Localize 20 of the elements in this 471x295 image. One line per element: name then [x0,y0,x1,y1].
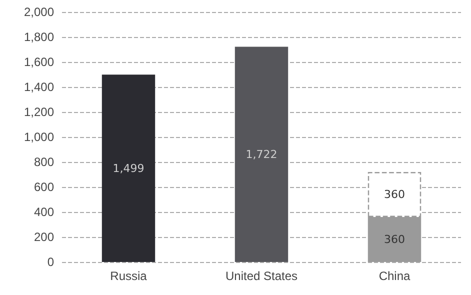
y-tick-label: 400 [34,205,54,219]
y-tick-label: 600 [34,180,54,194]
bar [234,46,288,262]
data-label: 360 [384,233,405,246]
data-label: 1,499 [112,162,144,175]
bar [102,74,156,262]
y-tick-label: 1,200 [24,105,54,119]
data-label: 360 [384,188,405,201]
data-label: 1,722 [246,148,278,161]
x-tick-label: United States [225,269,298,283]
x-tick-label: China [378,269,410,283]
y-tick-label: 1,000 [24,130,54,144]
y-tick-label: 1,600 [24,55,54,69]
y-tick-label: 0 [47,255,54,269]
x-tick-label: Russia [110,269,148,283]
y-tick-label: 800 [34,155,54,169]
y-tick-label: 2,000 [24,5,54,19]
y-tick-label: 1,400 [24,80,54,94]
y-tick-label: 1,800 [24,30,54,44]
y-tick-label: 200 [34,230,54,244]
